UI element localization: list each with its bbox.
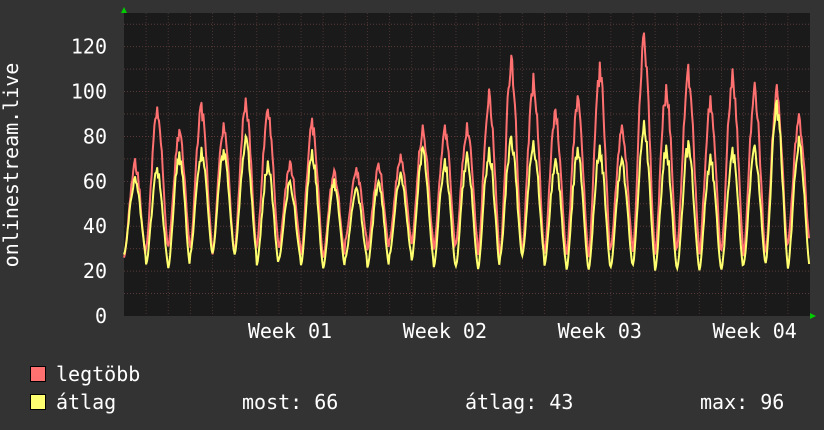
data-point bbox=[532, 139, 535, 142]
data-point bbox=[222, 121, 225, 124]
y-axis-arrow-icon bbox=[121, 7, 127, 13]
y-tick-label: 60 bbox=[83, 169, 107, 193]
data-point bbox=[665, 144, 668, 147]
data-point bbox=[554, 157, 557, 160]
data-point bbox=[510, 54, 513, 57]
data-point bbox=[266, 160, 269, 163]
data-point bbox=[797, 135, 800, 138]
data-point bbox=[288, 160, 291, 163]
y-axis-label: onlinestream.live bbox=[0, 63, 23, 268]
data-point bbox=[532, 72, 535, 75]
y-tick-label: 40 bbox=[83, 214, 107, 238]
data-point bbox=[311, 117, 314, 120]
data-point bbox=[620, 157, 623, 160]
data-point bbox=[266, 108, 269, 111]
data-point bbox=[753, 144, 756, 147]
x-tick-label: Week 02 bbox=[403, 319, 487, 343]
y-axis-ticks: 0 20 40 60 80 100 120 bbox=[71, 35, 107, 328]
data-point bbox=[576, 95, 579, 98]
data-point bbox=[178, 151, 181, 154]
data-point bbox=[399, 171, 402, 174]
data-point bbox=[709, 153, 712, 156]
data-point bbox=[731, 146, 734, 149]
legend-swatch-avg bbox=[30, 394, 46, 410]
y-tick-label: 20 bbox=[83, 259, 107, 283]
plot-area bbox=[124, 13, 810, 316]
data-point bbox=[421, 146, 424, 149]
data-point bbox=[466, 121, 468, 124]
data-point bbox=[377, 180, 380, 183]
data-point bbox=[222, 148, 225, 151]
data-point bbox=[598, 144, 601, 147]
data-point bbox=[156, 106, 159, 109]
data-point bbox=[731, 68, 734, 71]
data-point bbox=[443, 124, 446, 127]
data-point bbox=[510, 135, 513, 138]
data-point bbox=[687, 63, 690, 66]
data-point bbox=[134, 175, 137, 178]
data-point bbox=[421, 124, 424, 127]
legend-label-avg: átlag bbox=[56, 390, 117, 414]
data-point bbox=[709, 95, 712, 98]
y-tick-label: 100 bbox=[71, 80, 107, 104]
stat-now: most: 66 bbox=[242, 390, 339, 414]
x-axis-arrow-icon bbox=[810, 313, 816, 319]
legend-swatch-max bbox=[30, 366, 46, 382]
data-point bbox=[443, 157, 446, 160]
data-point bbox=[687, 139, 690, 142]
series-line-avg bbox=[123, 100, 811, 272]
data-point bbox=[200, 146, 203, 149]
data-point bbox=[355, 187, 358, 190]
data-point bbox=[488, 88, 491, 91]
data-point bbox=[466, 151, 468, 154]
data-point bbox=[576, 146, 579, 149]
data-point bbox=[643, 119, 646, 122]
y-tick-label: 0 bbox=[95, 304, 107, 328]
y-tick-label: 80 bbox=[83, 124, 107, 148]
data-point bbox=[665, 83, 668, 86]
x-axis-ticks: Week 01 Week 02 Week 03 Week 04 bbox=[248, 319, 797, 343]
data-point bbox=[200, 101, 203, 104]
data-point bbox=[178, 128, 181, 131]
data-point bbox=[244, 97, 247, 100]
legend-label-max: legtöbb bbox=[56, 362, 141, 386]
data-point bbox=[156, 166, 159, 169]
x-tick-label: Week 04 bbox=[713, 319, 797, 343]
data-point bbox=[399, 153, 402, 156]
series-lines bbox=[123, 32, 811, 272]
x-tick-label: Week 01 bbox=[248, 319, 332, 343]
series-line-max bbox=[123, 33, 811, 258]
data-point bbox=[244, 135, 247, 138]
x-tick-label: Week 03 bbox=[558, 319, 642, 343]
data-point bbox=[620, 124, 623, 127]
data-point bbox=[775, 99, 778, 102]
data-point bbox=[598, 61, 601, 64]
data-point bbox=[288, 180, 291, 183]
data-point bbox=[377, 162, 380, 165]
data-point bbox=[775, 83, 778, 86]
legend-item-avg: átlag bbox=[30, 390, 116, 414]
data-point bbox=[643, 32, 646, 35]
data-point bbox=[311, 148, 314, 151]
data-point bbox=[134, 157, 137, 160]
data-point bbox=[333, 169, 336, 172]
data-point bbox=[355, 166, 358, 169]
legend-item-max: legtöbb bbox=[30, 362, 140, 386]
data-point bbox=[333, 178, 336, 181]
data-point bbox=[488, 146, 491, 149]
stat-average: átlag: 43 bbox=[465, 390, 574, 414]
data-point bbox=[753, 81, 756, 84]
data-point bbox=[554, 108, 557, 111]
stat-max: max: 96 bbox=[700, 390, 785, 414]
y-tick-label: 120 bbox=[71, 35, 107, 59]
data-point bbox=[797, 113, 800, 115]
